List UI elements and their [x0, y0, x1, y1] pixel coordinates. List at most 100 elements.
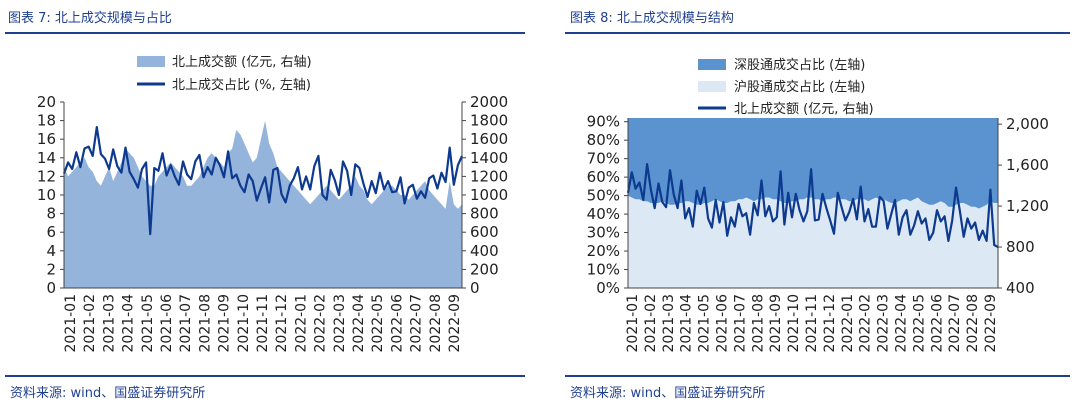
- chart-svg-right: 深股通成交占比 (左轴) 沪股通成交占比 (左轴) 北上成交额 (亿元, 右轴) 0%…: [587, 57, 1049, 353]
- tick-label-left: 20: [37, 93, 56, 111]
- tick-label-x: 2021-10: [786, 294, 802, 353]
- tick-label-left: 4: [46, 242, 56, 260]
- tick-label-x: 2022-06: [929, 294, 945, 353]
- legend-label-shenzhen: 深股通成交占比 (左轴): [734, 57, 865, 73]
- tick-label-left: 90%: [587, 113, 620, 131]
- tick-label-x: 2022-05: [370, 294, 386, 353]
- source-rule-left: [5, 375, 525, 377]
- title-rule-left: [5, 32, 525, 34]
- tick-label-x: 2022-03: [332, 294, 348, 353]
- tick-label-x: 2021-12: [274, 294, 290, 353]
- tick-label-x: 2021-04: [121, 294, 137, 353]
- tick-label-right: 400: [1006, 279, 1035, 297]
- tick-label-x: 2021-10: [236, 294, 252, 353]
- tick-label-left: 0%: [596, 279, 620, 297]
- source-note-left: 资料来源: wind、国盛证券研究所: [10, 386, 206, 401]
- tick-label-x: 2021-05: [697, 294, 713, 353]
- tick-label-right: 800: [1006, 238, 1035, 256]
- tick-label-x: 2022-04: [894, 294, 910, 353]
- tick-label-x: 2021-01: [63, 294, 79, 353]
- series-area-turnover: [64, 120, 462, 288]
- chart-title-right: 图表 8: 北上成交规模与结构: [570, 11, 734, 26]
- tick-label-x: 2021-02: [643, 294, 659, 353]
- tick-label-right: 800: [470, 205, 499, 223]
- tick-label-right: 1600: [470, 130, 508, 148]
- tick-label-right: 1,600: [1006, 156, 1049, 174]
- tick-label-right: 1,200: [1006, 197, 1049, 215]
- tick-label-right: 200: [470, 260, 499, 278]
- tick-label-left: 40%: [587, 205, 620, 223]
- tick-label-right: 1200: [470, 167, 508, 185]
- legend-swatch-shanghai: [698, 81, 726, 92]
- tick-label-left: 50%: [587, 187, 620, 205]
- tick-label-x: 2021-03: [101, 294, 117, 353]
- tick-label-x: 2022-08: [965, 294, 981, 353]
- tick-label-right: 0: [470, 279, 480, 297]
- tick-label-x: 2022-07: [947, 294, 963, 353]
- tick-label-x: 2021-11: [255, 294, 271, 353]
- tick-label-left: 80%: [587, 131, 620, 149]
- tick-label-left: 12: [37, 167, 56, 185]
- tick-label-right: 1400: [470, 149, 508, 167]
- tick-label-right: 1800: [470, 112, 508, 130]
- tick-label-x: 2021-04: [679, 294, 695, 353]
- tick-label-x: 2021-09: [768, 294, 784, 353]
- tick-label-x: 2022-03: [876, 294, 892, 353]
- tick-label-x: 2022-09: [447, 294, 463, 353]
- tick-label-right: 600: [470, 223, 499, 241]
- tick-label-x: 2021-06: [715, 294, 731, 353]
- tick-label-x: 2021-08: [750, 294, 766, 353]
- tick-label-left: 60%: [587, 168, 620, 186]
- tick-label-x: 2022-04: [351, 294, 367, 353]
- tick-label-x: 2021-05: [140, 294, 156, 353]
- tick-label-x: 2021-03: [661, 294, 677, 353]
- tick-label-right: 2000: [470, 93, 508, 111]
- tick-label-left: 16: [37, 130, 56, 148]
- tick-label-x: 2021-02: [82, 294, 98, 353]
- tick-label-x: 2021-12: [822, 294, 838, 353]
- tick-label-left: 10%: [587, 261, 620, 279]
- chart-panel-left: 图表 7: 北上成交规模与占比 北上成交额 (亿元, 右轴) 北上成交占比 (%,…: [5, 11, 525, 401]
- tick-label-x: 2022-05: [911, 294, 927, 353]
- legend-label-shanghai: 沪股通成交占比 (左轴): [734, 79, 865, 95]
- tick-label-x: 2021-11: [804, 294, 820, 353]
- tick-label-x: 2022-02: [858, 294, 874, 353]
- tick-label-left: 8: [46, 205, 56, 223]
- source-note-right: 资料来源: wind、国盛证券研究所: [570, 386, 766, 401]
- tick-label-x: 2021-06: [159, 294, 175, 353]
- tick-label-x: 2021-07: [732, 294, 748, 353]
- tick-label-left: 20%: [587, 242, 620, 260]
- tick-label-x: 2022-01: [293, 294, 309, 353]
- legend-swatch-turnover: [137, 56, 165, 67]
- tick-label-right: 2,000: [1006, 115, 1049, 133]
- tick-label-left: 10: [37, 186, 56, 204]
- tick-label-x: 2022-01: [840, 294, 856, 353]
- source-rule-right: [565, 375, 1070, 377]
- title-rule-right: [565, 32, 1070, 34]
- tick-label-left: 14: [37, 149, 56, 167]
- tick-label-left: 70%: [587, 150, 620, 168]
- tick-label-left: 6: [46, 223, 56, 241]
- tick-label-right: 400: [470, 242, 499, 260]
- tick-label-x: 2022-09: [983, 294, 999, 353]
- series-line-share: [62, 126, 464, 236]
- legend-label-turnover: 北上成交额 (亿元, 右轴): [734, 101, 874, 117]
- chart-svg-left: 北上成交额 (亿元, 右轴)北上成交占比 (%, 左轴)024681012141…: [37, 54, 508, 353]
- tick-label-x: 2021-07: [178, 294, 194, 353]
- chart-title-left: 图表 7: 北上成交规模与占比: [8, 11, 172, 26]
- tick-label-x: 2022-02: [313, 294, 329, 353]
- legend-label-share: 北上成交占比 (%, 左轴): [172, 77, 311, 93]
- series-line-turnover: [626, 163, 999, 248]
- tick-label-x: 2022-08: [428, 294, 444, 353]
- tick-label-right: 1000: [470, 186, 508, 204]
- tick-label-x: 2021-08: [197, 294, 213, 353]
- tick-label-left: 2: [46, 260, 56, 278]
- tick-label-left: 30%: [587, 224, 620, 242]
- chart-panel-right: 图表 8: 北上成交规模与结构 深股通成交占比 (左轴) 沪股通成交占比 (左轴)…: [540, 0, 1080, 407]
- tick-label-x: 2022-06: [389, 294, 405, 353]
- legend-label-turnover: 北上成交额 (亿元, 右轴): [172, 54, 312, 70]
- tick-label-left: 0: [46, 279, 56, 297]
- tick-label-x: 2022-07: [409, 294, 425, 353]
- tick-label-x: 2021-09: [217, 294, 233, 353]
- legend-swatch-shenzhen: [698, 59, 726, 70]
